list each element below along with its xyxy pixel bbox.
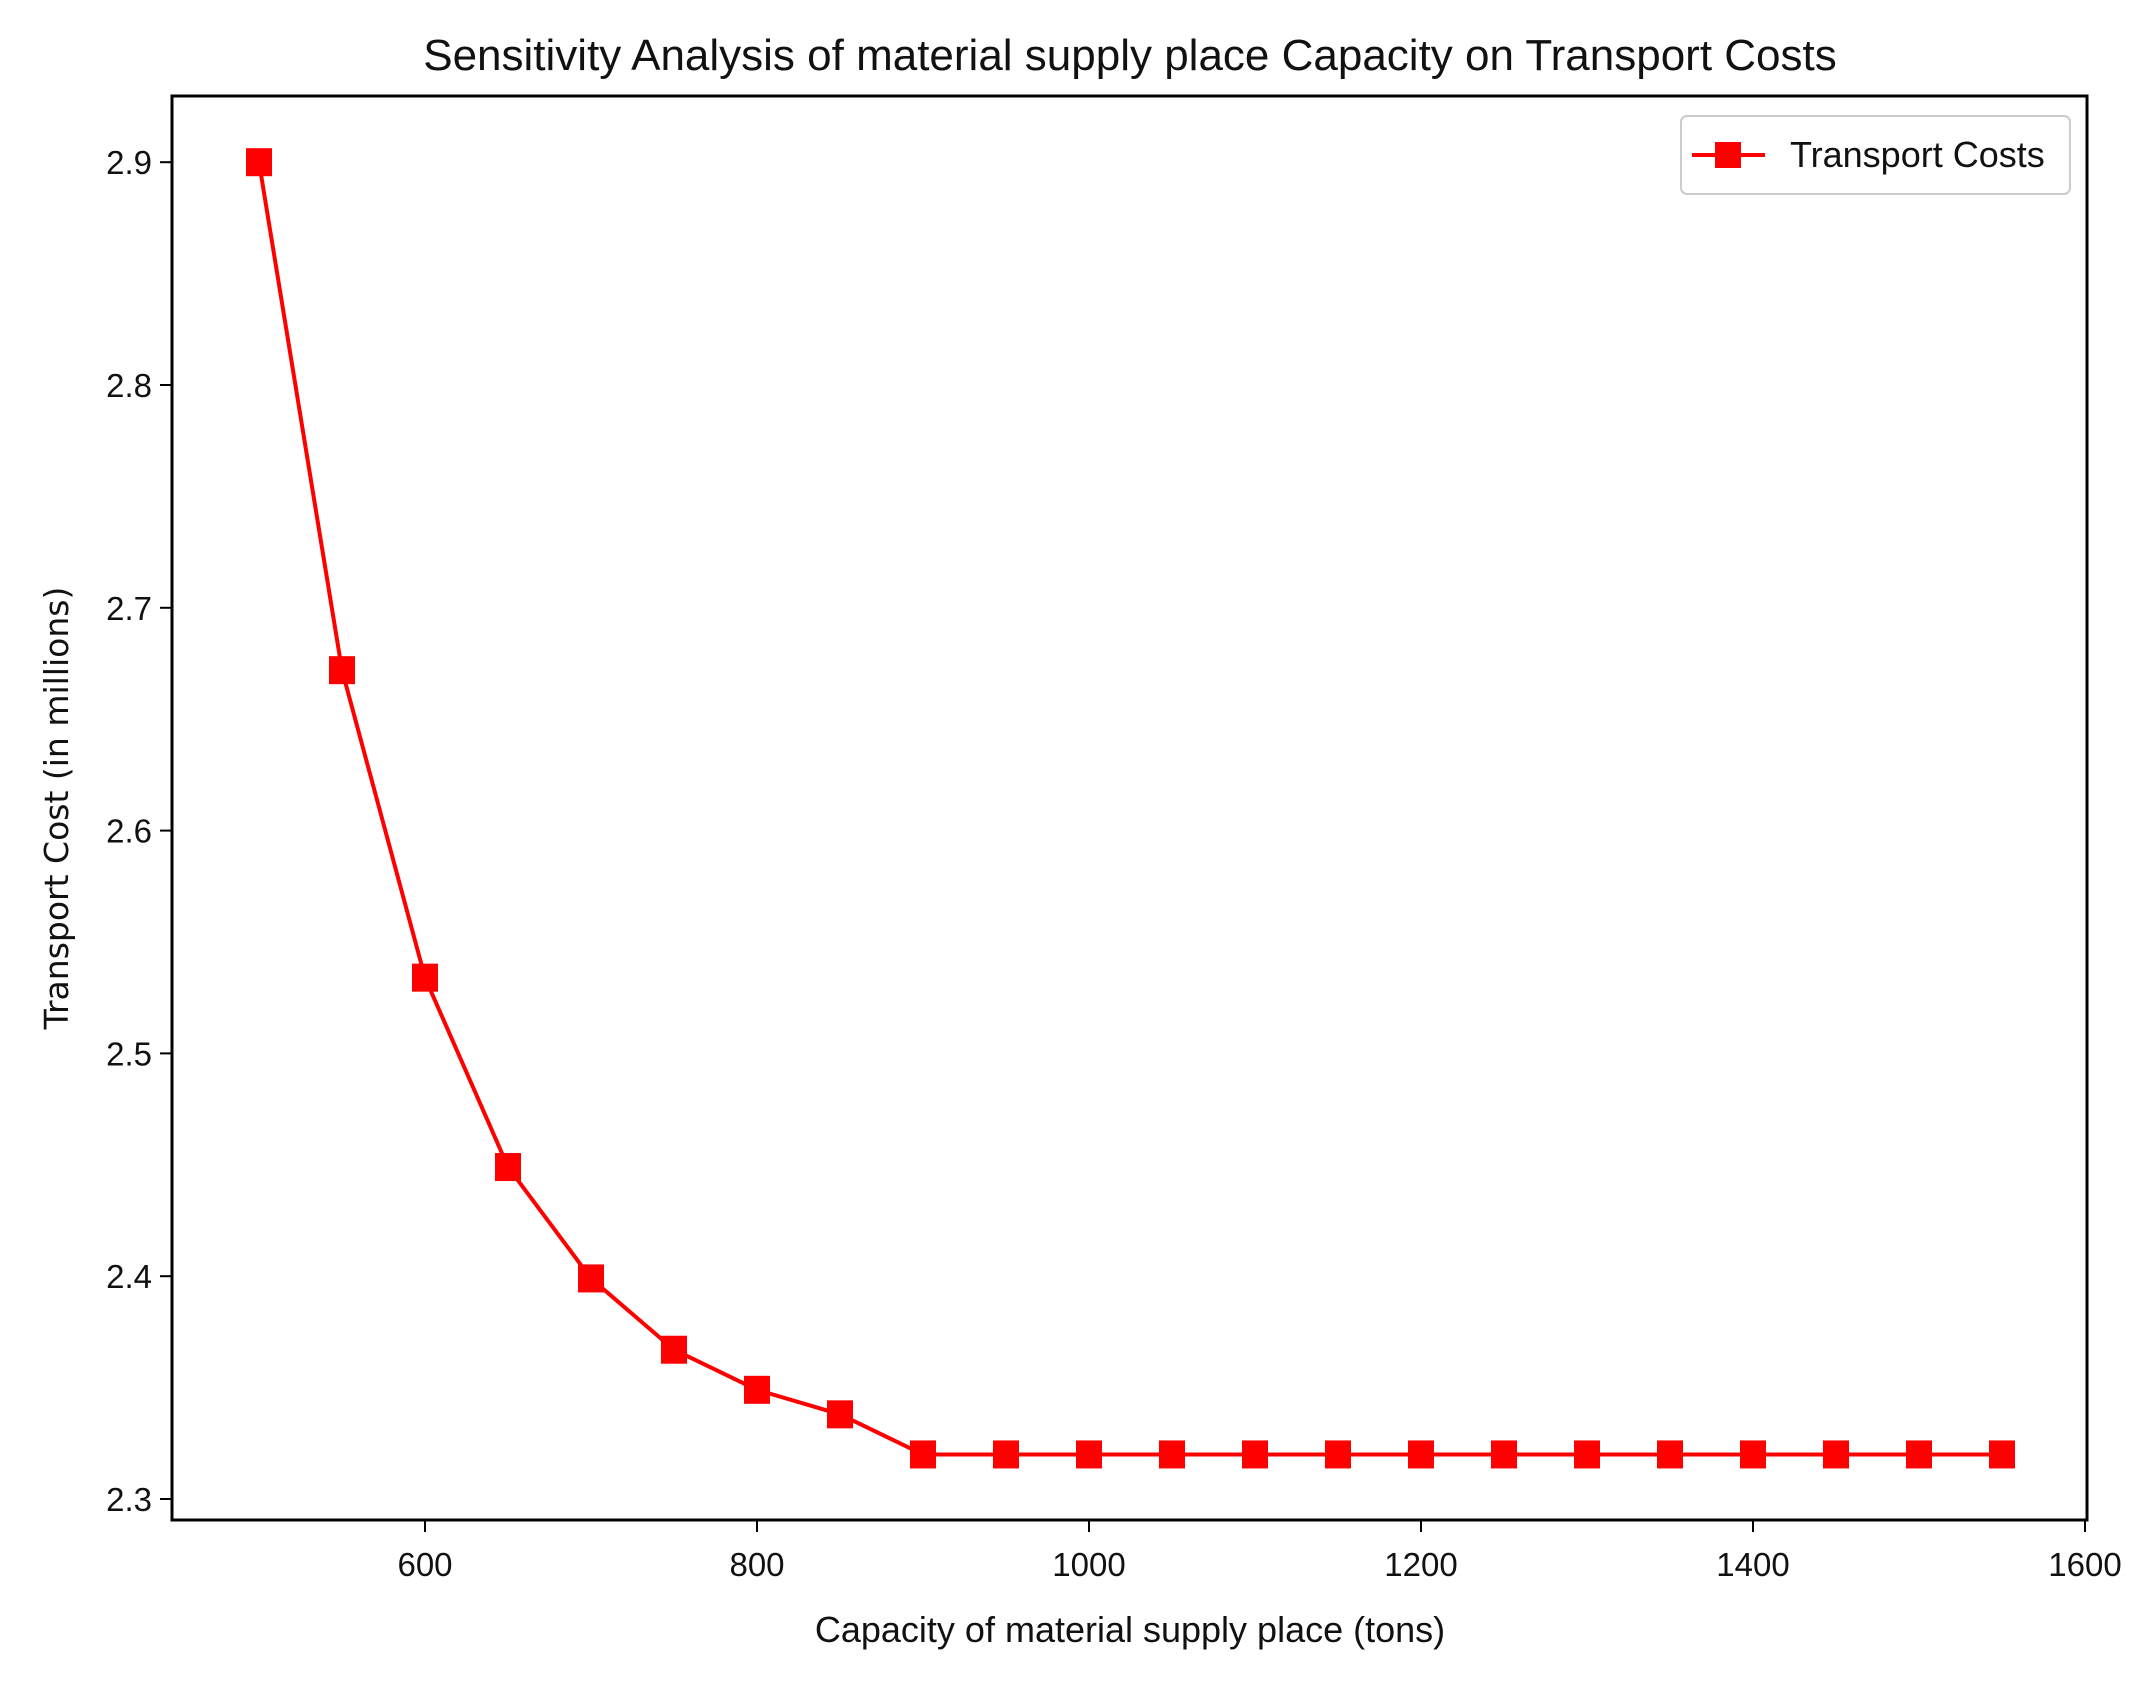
data-point-marker: [246, 148, 272, 177]
legend-marker-icon: [1715, 142, 1741, 168]
data-point-marker: [495, 1153, 521, 1182]
data-point-marker: [993, 1440, 1019, 1469]
data-point-marker: [1823, 1440, 1849, 1469]
plot-area: [170, 94, 2089, 1522]
data-point-marker: [1491, 1440, 1517, 1469]
data-point-marker: [1574, 1440, 1600, 1469]
legend: Transport Costs: [1680, 115, 2071, 195]
y-tick-label: 2.9: [106, 144, 152, 181]
x-tick-label: 1400: [1716, 1546, 1789, 1583]
y-tick-label: 2.8: [106, 367, 152, 404]
series-line: [257, 161, 2002, 1457]
y-tick-label: 2.5: [106, 1035, 152, 1072]
x-tick-label: 1600: [2048, 1546, 2121, 1583]
data-point-marker: [1076, 1440, 1102, 1469]
y-axis: 2.3 2.4 2.5 2.6 2.7 2.8 2.9: [106, 144, 172, 1518]
chart-title: Sensitivity Analysis of material supply …: [423, 31, 1837, 80]
y-axis-label: Transport Cost (in millions): [37, 587, 76, 1031]
data-point-marker: [1325, 1440, 1351, 1469]
data-point-marker: [412, 963, 438, 992]
data-point-marker: [1242, 1440, 1268, 1469]
data-point-marker: [744, 1375, 770, 1404]
series-transport-costs: [246, 148, 2015, 1469]
x-axis-label: Capacity of material supply place (tons): [815, 1609, 1445, 1650]
y-tick-label: 2.4: [106, 1258, 152, 1295]
x-tick-label: 1200: [1384, 1546, 1457, 1583]
data-point-marker: [578, 1264, 604, 1293]
data-point-marker: [1159, 1440, 1185, 1469]
x-tick-label: 600: [397, 1546, 452, 1583]
data-point-marker: [661, 1335, 687, 1364]
y-tick-label: 2.7: [106, 590, 152, 627]
data-point-marker: [1989, 1440, 2015, 1469]
data-point-marker: [910, 1440, 936, 1469]
data-point-marker: [1657, 1440, 1683, 1469]
data-point-marker: [329, 656, 355, 685]
x-tick-label: 1000: [1052, 1546, 1125, 1583]
data-point-marker: [1906, 1440, 1932, 1469]
legend-box: [1680, 115, 2071, 195]
x-tick-label: 800: [729, 1546, 784, 1583]
x-axis: 600 800 1000 1200 1400 1600: [397, 1520, 2122, 1583]
y-tick-label: 2.3: [106, 1481, 152, 1518]
y-tick-label: 2.6: [106, 813, 152, 850]
data-point-marker: [827, 1400, 853, 1429]
legend-label: Transport Costs: [1790, 134, 2045, 175]
data-point-marker: [1408, 1440, 1434, 1469]
data-point-marker: [1740, 1440, 1766, 1469]
